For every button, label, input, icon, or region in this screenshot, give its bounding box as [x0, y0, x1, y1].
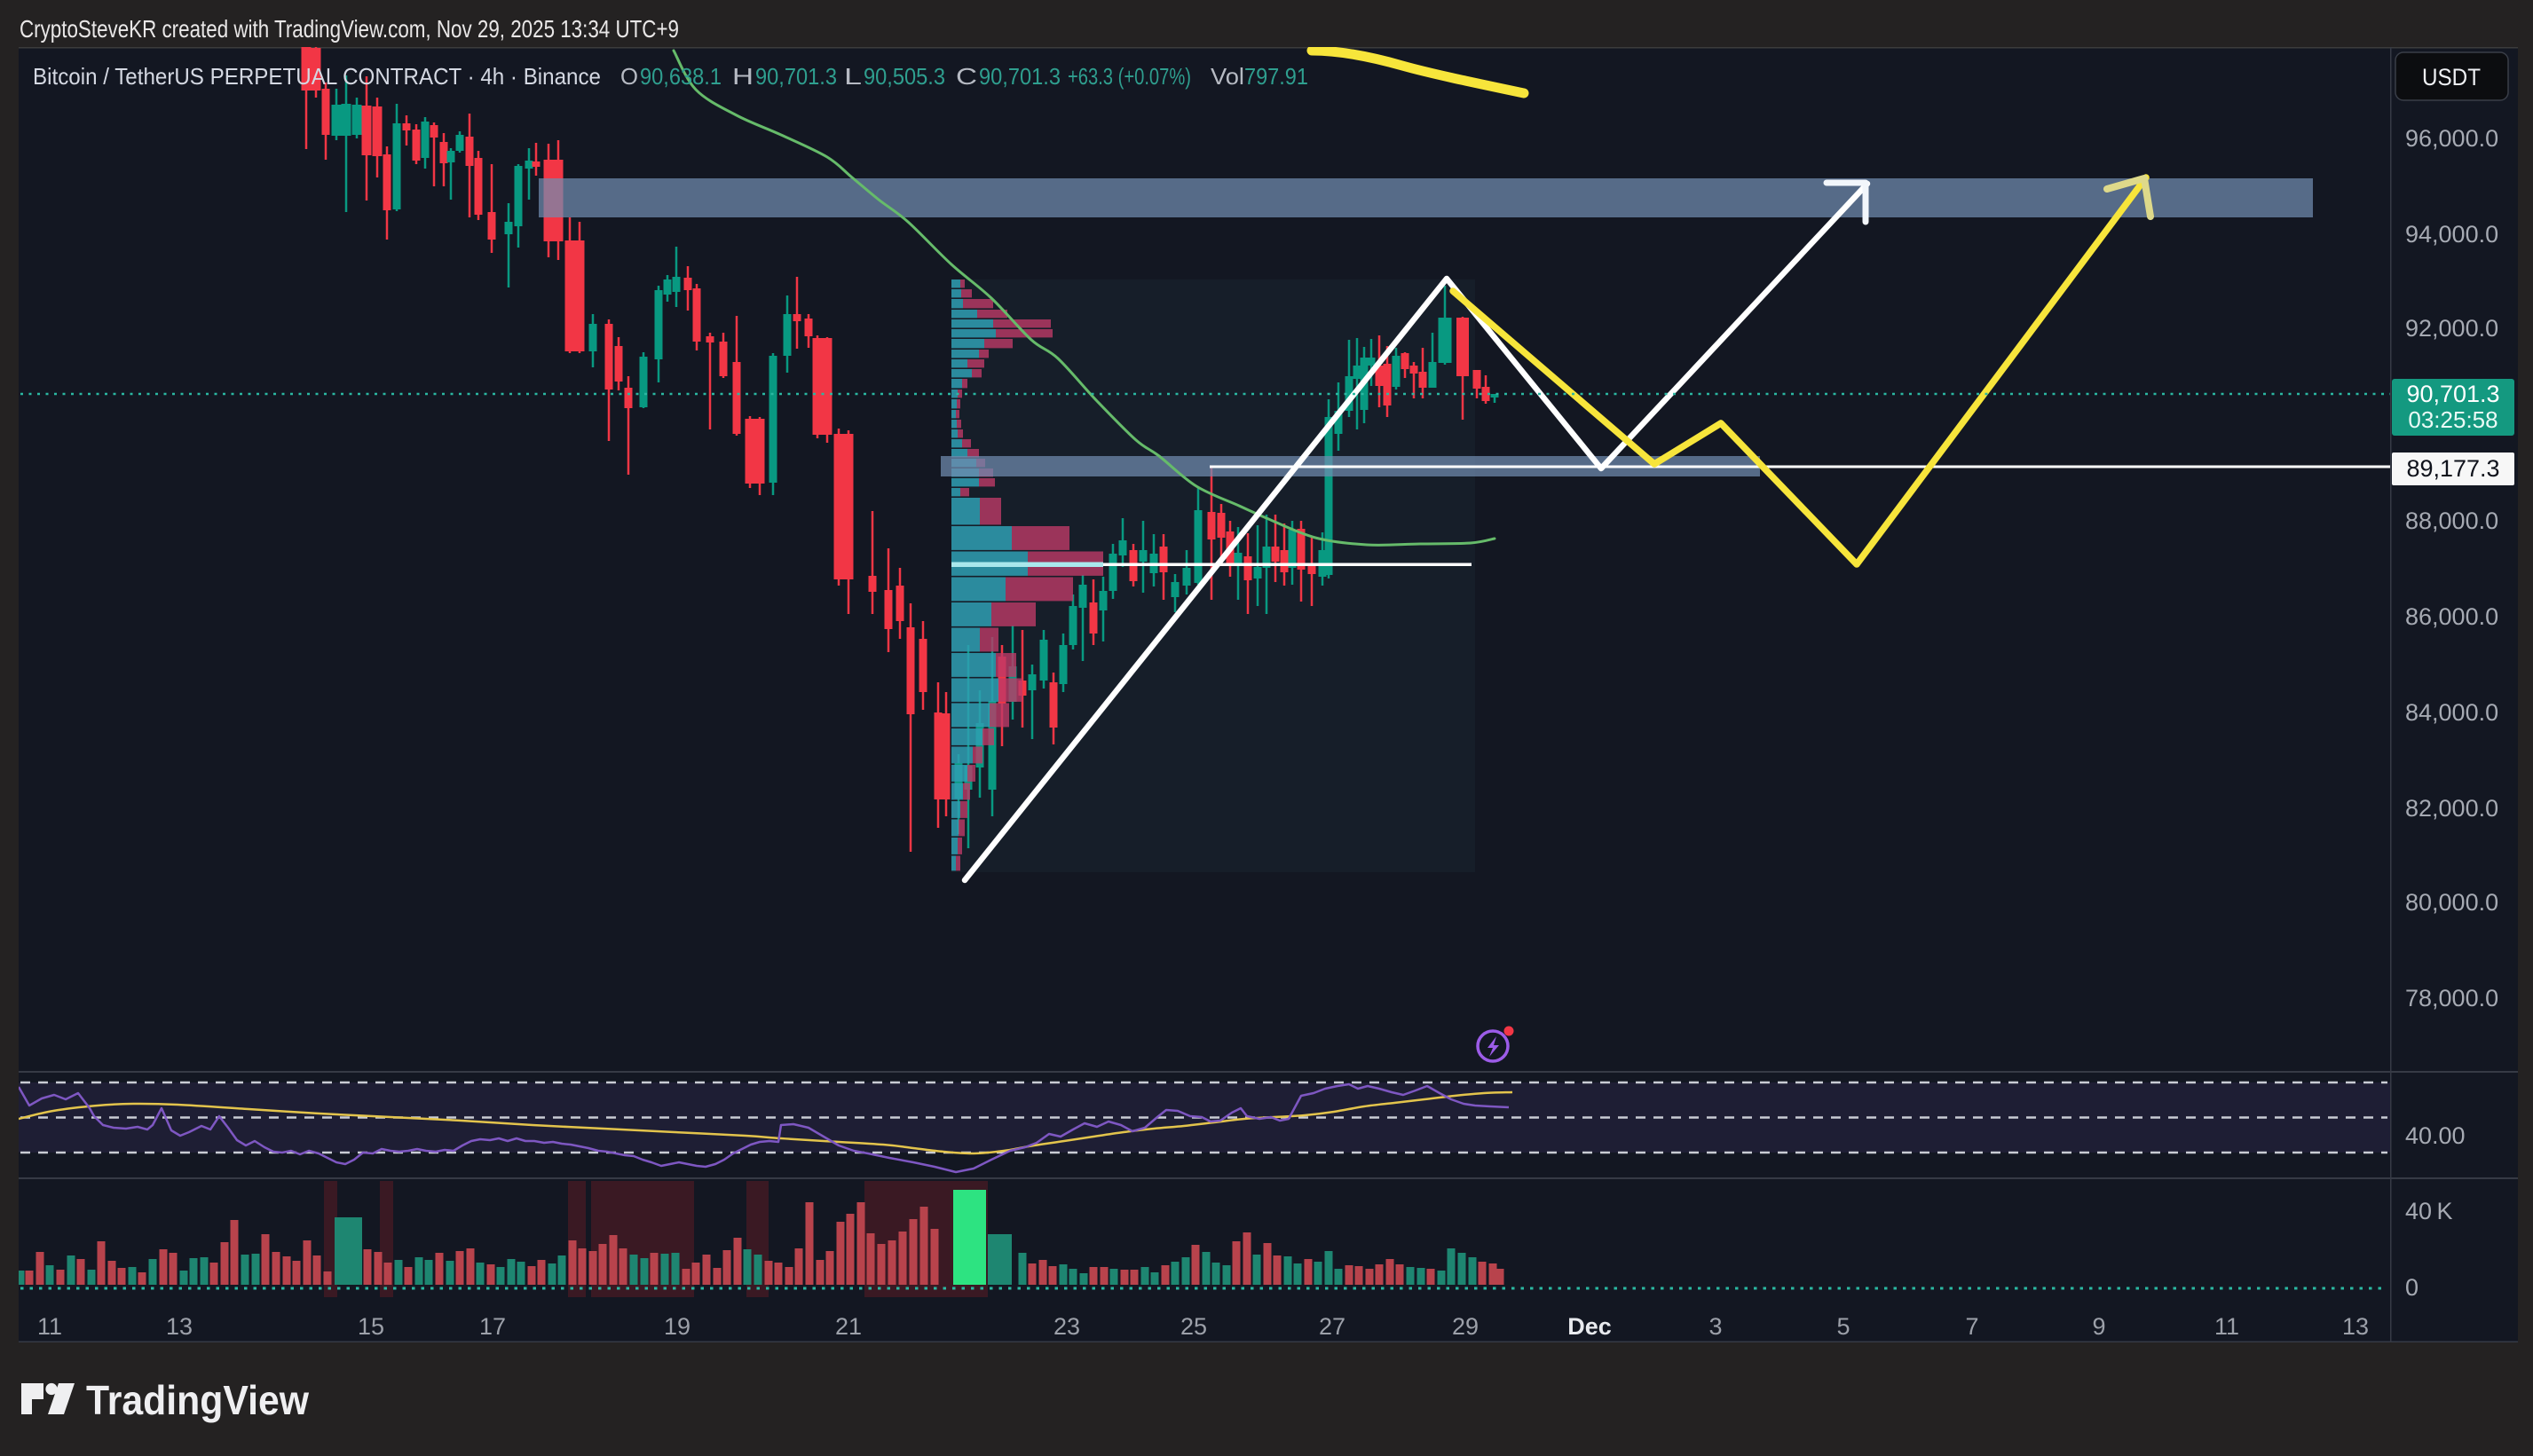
svg-text:82,000.0: 82,000.0 — [2405, 795, 2498, 822]
svg-text:5: 5 — [1836, 1313, 1850, 1340]
svg-text:19: 19 — [664, 1313, 690, 1340]
svg-text:+63.3 (+0.07%): +63.3 (+0.07%) — [1068, 63, 1191, 90]
svg-text:80,000.0: 80,000.0 — [2405, 889, 2498, 916]
svg-text:11: 11 — [37, 1313, 62, 1340]
svg-text:40.00: 40.00 — [2405, 1122, 2466, 1149]
svg-text:13: 13 — [2342, 1313, 2369, 1340]
svg-text:88,000.0: 88,000.0 — [2405, 508, 2498, 534]
svg-text:78,000.0: 78,000.0 — [2405, 985, 2498, 1011]
svg-text:21: 21 — [835, 1313, 862, 1340]
svg-text:25: 25 — [1180, 1313, 1207, 1340]
svg-text:90,638.1: 90,638.1 — [640, 63, 722, 90]
svg-text:7: 7 — [1965, 1313, 1978, 1340]
svg-text:90,701.3: 90,701.3 — [979, 63, 1061, 90]
svg-text:CryptoSteveKR created with Tra: CryptoSteveKR created with TradingView.c… — [20, 15, 679, 43]
svg-text:13: 13 — [166, 1313, 193, 1340]
svg-text:O: O — [620, 63, 638, 90]
svg-text:89,177.3: 89,177.3 — [2406, 455, 2499, 482]
svg-text:Bitcoin / TetherUS PERPETUAL C: Bitcoin / TetherUS PERPETUAL CONTRACT · … — [33, 63, 601, 90]
svg-text:27: 27 — [1319, 1313, 1345, 1340]
svg-text:Vol: Vol — [1211, 63, 1244, 90]
svg-text:11: 11 — [2214, 1313, 2239, 1340]
svg-text:23: 23 — [1053, 1313, 1080, 1340]
svg-text:15: 15 — [358, 1313, 384, 1340]
svg-text:797.91: 797.91 — [1244, 63, 1308, 90]
svg-text:29: 29 — [1452, 1313, 1479, 1340]
svg-text:03:25:58: 03:25:58 — [2408, 406, 2497, 433]
svg-text:90,701.3: 90,701.3 — [755, 63, 837, 90]
svg-text:84,000.0: 84,000.0 — [2405, 699, 2498, 726]
svg-text:TradingView: TradingView — [86, 1377, 309, 1423]
svg-text:17: 17 — [479, 1313, 506, 1340]
svg-text:90,701.3: 90,701.3 — [2406, 381, 2499, 407]
svg-text:H: H — [732, 63, 754, 90]
svg-text:94,000.0: 94,000.0 — [2405, 221, 2498, 248]
svg-text:C: C — [956, 63, 977, 90]
svg-text:0: 0 — [2405, 1274, 2419, 1301]
svg-text:86,000.0: 86,000.0 — [2405, 603, 2498, 630]
svg-text:90,505.3: 90,505.3 — [864, 63, 945, 90]
svg-text:92,000.0: 92,000.0 — [2405, 315, 2498, 342]
svg-text:40 K: 40 K — [2405, 1198, 2452, 1224]
svg-text:L: L — [844, 63, 862, 90]
svg-text:Dec: Dec — [1567, 1313, 1612, 1340]
svg-text:96,000.0: 96,000.0 — [2405, 125, 2498, 152]
svg-text:USDT: USDT — [2422, 64, 2481, 91]
svg-text:9: 9 — [2092, 1313, 2105, 1340]
svg-text:3: 3 — [1708, 1313, 1722, 1340]
